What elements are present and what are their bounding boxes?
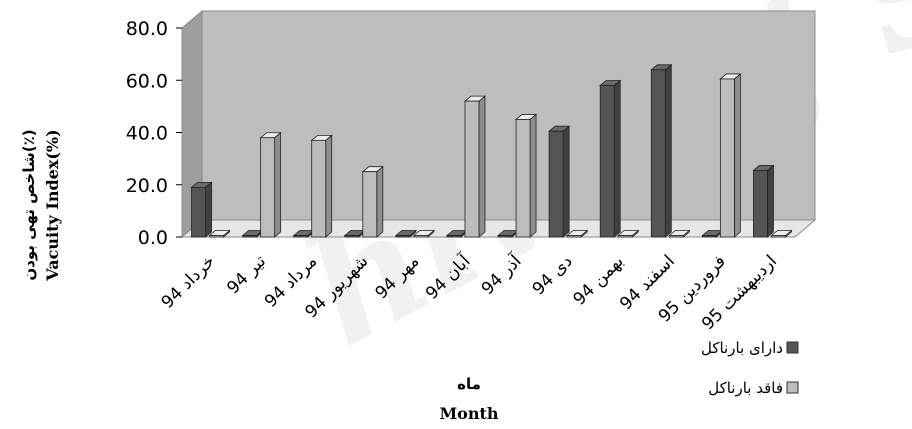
- bar-without-barnacle: [514, 113, 538, 238]
- x-tick-label: تیر 94: [223, 251, 270, 298]
- y-tick-label: 60.0: [126, 70, 168, 92]
- bar-with-barnacle: [752, 164, 775, 238]
- legend-swatch-series-2: [786, 381, 799, 394]
- bar-without-barnacle: [310, 134, 333, 238]
- bar-without-barnacle: [361, 165, 384, 238]
- legend-label-series-2: فاقد بارناکل: [708, 379, 783, 397]
- bar-with-barnacle: [599, 79, 622, 238]
- x-axis-label-fa: ماه: [457, 375, 481, 393]
- legend-label-series-1: دارای بارناکل: [701, 339, 783, 357]
- bars: [190, 63, 793, 238]
- bar-without-barnacle: [719, 73, 742, 238]
- legend: دارای بارناکل فاقد بارناکل: [701, 339, 799, 397]
- bar-without-barnacle: [463, 95, 487, 238]
- bar-without-barnacle: [617, 229, 640, 238]
- bar-without-barnacle: [566, 229, 589, 238]
- y-tick-label: 40.0: [126, 123, 168, 145]
- y-tick-label: 20.0: [126, 175, 168, 197]
- y-tick-label: 0.0: [138, 227, 168, 249]
- bar-with-barnacle: [548, 125, 571, 238]
- y-axis-label-en: Vacuity Index(%): [43, 129, 62, 281]
- x-tick-label: خرداد 94: [158, 251, 219, 312]
- bar-with-barnacle: [650, 63, 673, 238]
- legend-swatch-series-1: [786, 341, 799, 354]
- bar-with-barnacle: [190, 181, 213, 238]
- bar-without-barnacle: [770, 229, 793, 238]
- x-axis-label-en: Month: [439, 404, 498, 423]
- y-axis-label-fa: شاخص تهی بودن(٪): [20, 129, 38, 280]
- bar-without-barnacle: [259, 131, 282, 238]
- bar-with-barnacle: [394, 229, 417, 238]
- bar-without-barnacle: [668, 229, 691, 238]
- y-axis-ticks: 0.0 20.0 40.0 60.0 80.0: [126, 18, 182, 249]
- bar-without-barnacle: [412, 229, 435, 238]
- y-tick-label: 80.0: [126, 18, 168, 40]
- bar-without-barnacle: [208, 229, 231, 238]
